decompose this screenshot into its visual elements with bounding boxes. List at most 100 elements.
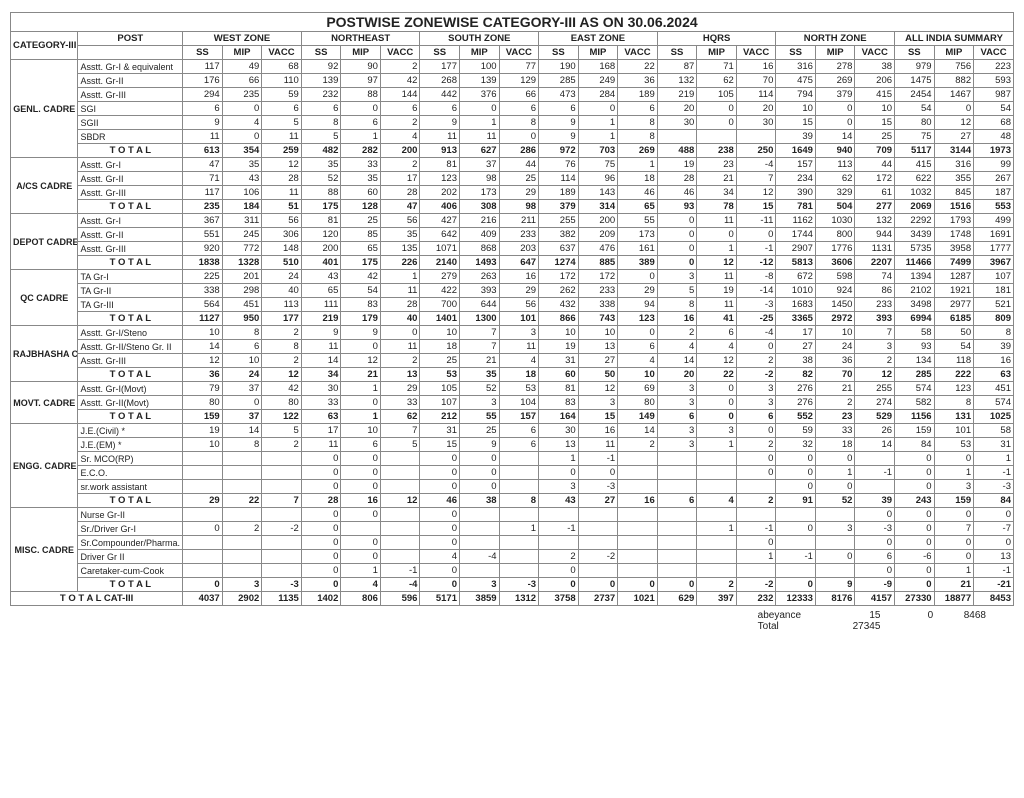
cell: 24	[815, 340, 855, 354]
cell	[183, 550, 223, 564]
cell: 0	[697, 410, 737, 424]
cell: 6	[262, 102, 302, 116]
cell: 0	[697, 396, 737, 410]
cell: 42	[341, 270, 381, 284]
cell: 88	[341, 88, 381, 102]
cell: 0	[895, 452, 935, 466]
cell: 0	[697, 116, 737, 130]
cell: 1	[934, 564, 974, 578]
cell: 1032	[895, 186, 935, 200]
cell: 1	[736, 550, 776, 564]
cell: -6	[895, 550, 935, 564]
cell: 0	[301, 550, 341, 564]
cell	[262, 508, 302, 522]
cell: 4157	[855, 592, 895, 606]
cell: 6	[341, 438, 381, 452]
zone-1: NORTHEAST	[301, 32, 420, 46]
cell: 12	[380, 494, 420, 508]
cell: 0	[341, 480, 381, 494]
cell: 10	[855, 102, 895, 116]
cell: 0	[341, 550, 381, 564]
group-total-label: T O T A L	[78, 494, 183, 508]
post-name: J.E.(Civil) *	[78, 424, 183, 438]
cell: 3	[657, 424, 697, 438]
cell: 18	[420, 340, 460, 354]
subcol: SS	[301, 46, 341, 60]
cell: 97	[341, 74, 381, 88]
cell: 35	[341, 172, 381, 186]
cell: 51	[262, 200, 302, 214]
cell: -2	[736, 578, 776, 592]
cell: 499	[974, 214, 1014, 228]
cell: 13	[974, 550, 1014, 564]
cell	[657, 130, 697, 144]
cell: 66	[222, 74, 262, 88]
cell: 36	[815, 354, 855, 368]
cell: 0	[539, 578, 579, 592]
cell: 86	[855, 284, 895, 298]
cell: 0	[895, 466, 935, 480]
cell: 14	[815, 130, 855, 144]
cell: 17	[380, 172, 420, 186]
cell	[539, 536, 579, 550]
cell: 1	[578, 116, 618, 130]
cell: 379	[539, 200, 579, 214]
cell: 1394	[895, 270, 935, 284]
cell: 71	[697, 60, 737, 74]
cell: 0	[301, 564, 341, 578]
cell: 75	[578, 158, 618, 172]
cell: 11	[262, 130, 302, 144]
cell: 34	[697, 186, 737, 200]
cell	[618, 480, 658, 494]
cell	[776, 536, 816, 550]
cell: 223	[974, 60, 1014, 74]
cell: 62	[697, 74, 737, 88]
cell: 0	[618, 270, 658, 284]
post-name: Asstt. Gr-III	[78, 242, 183, 256]
cell: 212	[420, 410, 460, 424]
cell: 9	[183, 116, 223, 130]
cell: 0	[815, 550, 855, 564]
cell	[736, 564, 776, 578]
cell: 3606	[815, 256, 855, 270]
cell: 80	[895, 116, 935, 130]
cell: 7	[380, 424, 420, 438]
cell	[855, 452, 895, 466]
cell	[657, 452, 697, 466]
cell: 8	[618, 130, 658, 144]
cell: 14	[222, 424, 262, 438]
cell	[499, 508, 539, 522]
cell: 3967	[974, 256, 1014, 270]
cell: 7	[855, 326, 895, 340]
cell: 0	[697, 102, 737, 116]
cell: 44	[499, 158, 539, 172]
cell: 0	[460, 480, 500, 494]
cell: 885	[578, 256, 618, 270]
cell: 56	[380, 214, 420, 228]
cell: 0	[895, 578, 935, 592]
cell: 3	[657, 382, 697, 396]
cell: 1748	[934, 228, 974, 242]
cell: 1	[341, 130, 381, 144]
cell: 672	[776, 270, 816, 284]
cell: 0	[895, 522, 935, 536]
cell: 3859	[460, 592, 500, 606]
cell: 222	[934, 368, 974, 382]
cell: 0	[301, 480, 341, 494]
cell: -1	[736, 242, 776, 256]
post-name: Asstt. Gr-I(Movt)	[78, 382, 183, 396]
cell: 2	[262, 326, 302, 340]
cell: 308	[460, 200, 500, 214]
cell: 1838	[183, 256, 223, 270]
group-total-label: T O T A L	[78, 200, 183, 214]
cell: 30	[539, 424, 579, 438]
post-name: Asstt. Gr-I & equivalent	[78, 60, 183, 74]
cell: 53	[420, 368, 460, 382]
cell	[815, 564, 855, 578]
subcol: MIP	[934, 46, 974, 60]
cell	[776, 508, 816, 522]
cell: 8	[618, 116, 658, 130]
cell: 0	[460, 102, 500, 116]
cell	[380, 522, 420, 536]
cell: 24	[262, 270, 302, 284]
